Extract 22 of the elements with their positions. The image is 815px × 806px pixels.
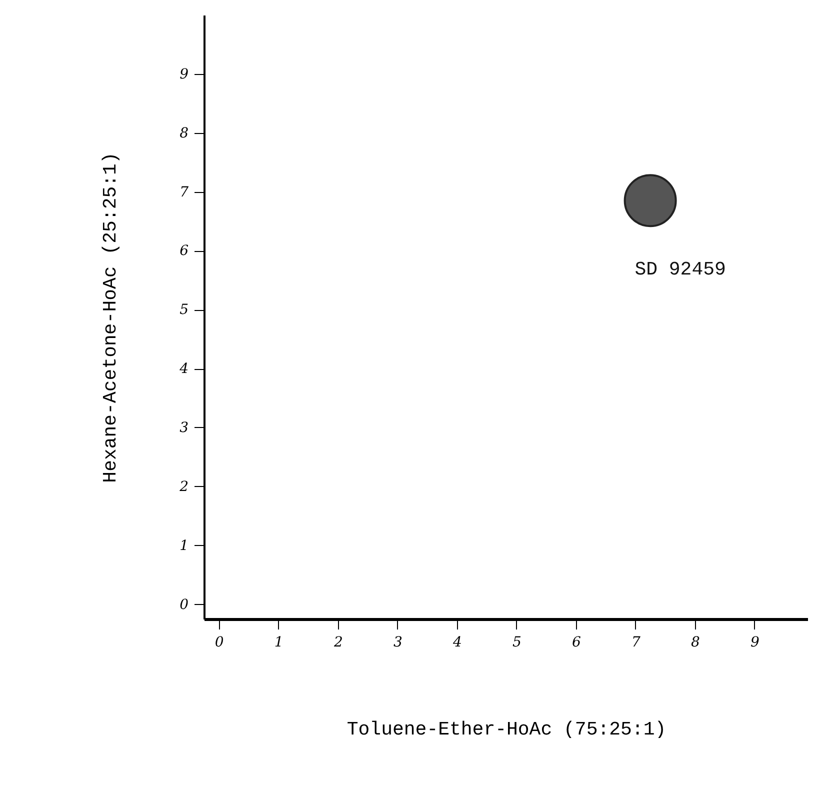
y-tick-label: 8 — [180, 125, 189, 142]
x-tick-label: 0 — [214, 634, 224, 650]
y-axis-title: Hexane-Acetone-HoAc (25:25:1) — [100, 152, 122, 483]
y-tick-label: 0 — [180, 596, 189, 613]
y-tick-label: 9 — [180, 66, 189, 82]
y-tick-label: 5 — [180, 302, 189, 318]
annotation: SD 92459 — [634, 258, 726, 281]
y-tick-label: 3 — [180, 420, 189, 436]
x-tick-label: 3 — [393, 634, 402, 650]
x-tick-label: 4 — [452, 634, 462, 650]
y-tick-label: 6 — [180, 243, 189, 260]
y-tick-label: 2 — [178, 478, 189, 495]
x-tick-label: 8 — [690, 634, 700, 650]
x-tick-label: 7 — [631, 634, 640, 650]
y-tick-label: 1 — [180, 538, 188, 554]
y-tick-label: 7 — [180, 184, 189, 200]
x-tick-label: 5 — [512, 634, 522, 650]
x-tick-label: 1 — [274, 634, 284, 650]
x-tick-label: 2 — [332, 634, 343, 650]
y-tick-label: 4 — [178, 361, 188, 378]
x-tick-label: 9 — [750, 634, 760, 650]
x-tick-label: 6 — [572, 634, 581, 650]
